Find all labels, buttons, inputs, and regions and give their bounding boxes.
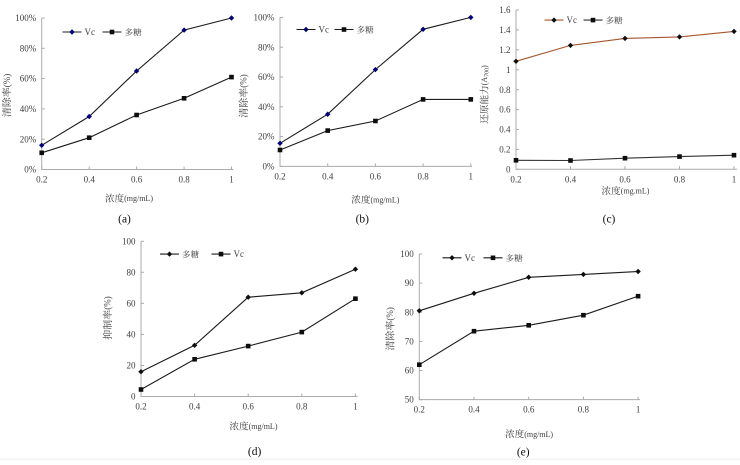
svg-text:1: 1: [353, 402, 358, 412]
svg-text:0.4: 0.4: [189, 402, 201, 412]
svg-text:(a): (a): [118, 213, 131, 225]
svg-text:80: 80: [127, 267, 137, 277]
svg-text:1.4: 1.4: [499, 25, 511, 35]
svg-text:Vc: Vc: [234, 249, 245, 259]
svg-text:40%: 40%: [20, 104, 37, 114]
svg-text:(mg/mL): (mg/mL): [249, 422, 278, 431]
svg-text:(c): (c): [603, 213, 616, 225]
svg-text:0.2: 0.2: [36, 175, 47, 185]
svg-text:Vc: Vc: [567, 15, 578, 25]
svg-text:0.2: 0.2: [510, 174, 521, 184]
svg-text:0.6: 0.6: [243, 402, 255, 412]
svg-text:0.2: 0.2: [135, 402, 146, 412]
svg-text:(%): (%): [385, 307, 395, 321]
svg-text:0%: 0%: [24, 165, 37, 175]
svg-text:1: 1: [636, 405, 641, 415]
svg-text:60: 60: [405, 366, 415, 376]
svg-text:100: 100: [122, 236, 136, 246]
svg-text:0.8: 0.8: [296, 402, 308, 412]
svg-text:0.4: 0.4: [322, 171, 334, 181]
svg-text:1: 1: [229, 175, 234, 185]
svg-text:60: 60: [127, 299, 137, 309]
svg-text:0.8: 0.8: [499, 85, 511, 95]
svg-text:(e): (e): [517, 447, 530, 459]
svg-text:90: 90: [405, 278, 415, 288]
svg-text:60%: 60%: [20, 74, 37, 84]
svg-text:1.6: 1.6: [499, 5, 511, 15]
svg-text:100%: 100%: [254, 13, 276, 23]
svg-text:Vc: Vc: [319, 25, 330, 35]
svg-text:1: 1: [506, 65, 511, 75]
svg-text:0.6: 0.6: [619, 174, 631, 184]
svg-text:0: 0: [131, 392, 136, 402]
svg-text:0%: 0%: [263, 162, 276, 172]
svg-text:60%: 60%: [258, 72, 275, 82]
svg-text:(A700): (A700): [480, 65, 490, 85]
svg-text:(mg/mL): (mg/mL): [524, 430, 553, 439]
svg-text:(mg/mL): (mg/mL): [124, 194, 153, 203]
svg-text:0.8: 0.8: [178, 175, 190, 185]
svg-text:1.2: 1.2: [499, 45, 510, 55]
svg-text:0.4: 0.4: [565, 174, 577, 184]
svg-text:100: 100: [400, 249, 414, 259]
svg-text:20%: 20%: [258, 132, 275, 142]
svg-text:70: 70: [405, 337, 415, 347]
svg-text:(mg.mL): (mg.mL): [621, 187, 650, 196]
svg-text:20: 20: [127, 361, 137, 371]
svg-text:(%): (%): [2, 74, 12, 88]
svg-text:50: 50: [405, 395, 415, 405]
svg-text:(%): (%): [239, 74, 249, 88]
svg-text:100%: 100%: [15, 13, 37, 23]
svg-text:0.2: 0.2: [414, 405, 425, 415]
svg-text:0.2: 0.2: [499, 145, 510, 155]
svg-text:0.8: 0.8: [578, 405, 590, 415]
svg-text:(d): (d): [248, 446, 262, 458]
svg-text:0.6: 0.6: [499, 105, 511, 115]
svg-text:1: 1: [469, 171, 474, 181]
svg-text:Vc: Vc: [85, 27, 96, 37]
svg-text:0.8: 0.8: [674, 174, 686, 184]
svg-text:0.4: 0.4: [84, 175, 96, 185]
svg-text:80: 80: [405, 307, 415, 317]
svg-text:(b): (b): [356, 213, 370, 225]
svg-text:Vc: Vc: [465, 253, 476, 263]
svg-text:20%: 20%: [20, 134, 37, 144]
svg-text:40: 40: [127, 330, 137, 340]
svg-text:1: 1: [732, 174, 737, 184]
svg-text:40%: 40%: [258, 102, 275, 112]
svg-text:80%: 80%: [20, 43, 37, 53]
svg-text:(%): (%): [103, 296, 113, 310]
svg-text:0: 0: [506, 164, 511, 174]
svg-text:0.6: 0.6: [523, 405, 535, 415]
svg-text:0.4: 0.4: [499, 125, 511, 135]
svg-text:0.4: 0.4: [468, 405, 480, 415]
svg-text:0.6: 0.6: [131, 175, 143, 185]
svg-text:80%: 80%: [258, 42, 275, 52]
svg-text:0.8: 0.8: [417, 171, 429, 181]
svg-text:(mg/mL): (mg/mL): [371, 195, 400, 204]
svg-text:0.2: 0.2: [274, 171, 285, 181]
svg-text:0.6: 0.6: [370, 171, 382, 181]
